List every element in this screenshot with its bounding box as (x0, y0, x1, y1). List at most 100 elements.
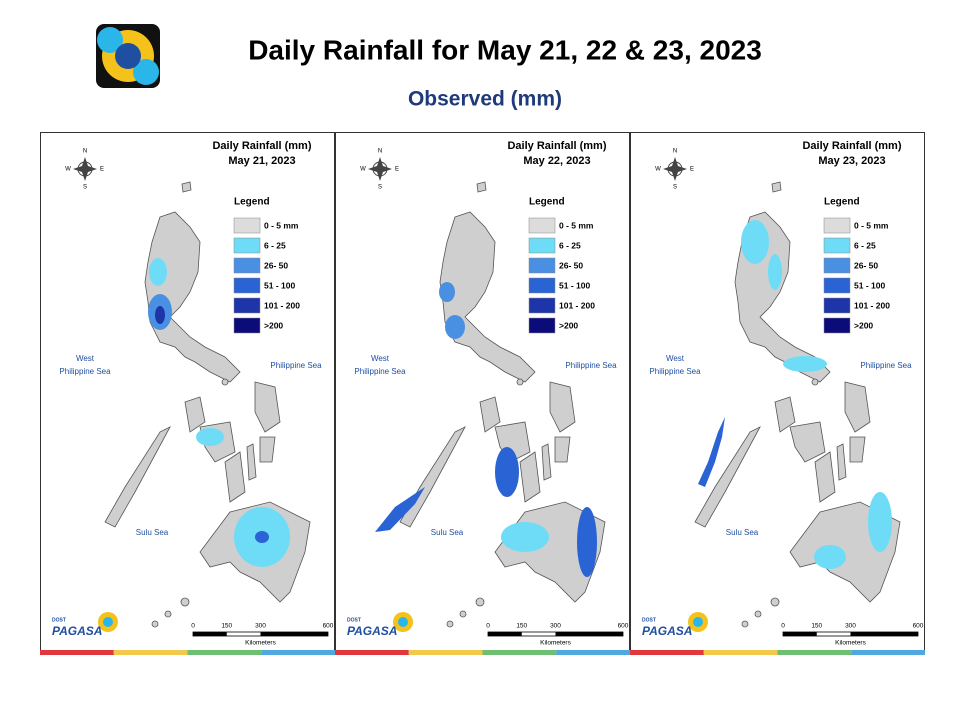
scale-bar-fill (555, 632, 623, 636)
scale-bar-fill (260, 632, 328, 636)
map-panel: Daily Rainfall (mm) May 23, 2023 N S E W Legen… (630, 132, 925, 655)
legend-swatch (528, 257, 556, 274)
scale-tick-label: 150 (221, 623, 232, 630)
scale-tick-label: 600 (913, 623, 924, 630)
color-strip (630, 650, 704, 655)
logo-name: PAGASA (642, 624, 692, 638)
compass-s: S (83, 185, 87, 191)
legend-swatch (528, 317, 556, 334)
scale-bar-fill (850, 632, 918, 636)
logo-umbrella (398, 617, 408, 627)
scale-bar-fill (193, 632, 227, 636)
compass-e: E (690, 167, 694, 173)
legend-swatch (823, 217, 851, 234)
scale-tick-label: 0 (191, 623, 195, 630)
slide-subtitle: Observed (mm) (408, 88, 562, 111)
legend-swatch (823, 317, 851, 334)
compass-w: W (360, 167, 366, 173)
agency-logo (96, 24, 160, 88)
legend-label: >200 (559, 320, 578, 330)
compass-e: E (100, 167, 104, 173)
legend-swatch (233, 217, 261, 234)
legend-swatch (233, 297, 261, 314)
color-strip (777, 650, 852, 655)
legend-label: 101 - 200 (264, 300, 300, 310)
compass-rose (73, 157, 97, 181)
sea-label: Philippine Sea (860, 361, 912, 370)
scale-tick-label: 0 (781, 623, 785, 630)
scale-tick-label: 300 (845, 623, 856, 630)
compass-w: W (655, 167, 661, 173)
logo-name: PAGASA (52, 624, 102, 638)
color-strip (851, 650, 925, 655)
legend-label: 101 - 200 (854, 300, 890, 310)
panel-title: Daily Rainfall (mm) (802, 140, 901, 152)
logo-agency: DOST (642, 617, 656, 623)
compass-n: N (83, 149, 87, 155)
scale-tick-label: 150 (516, 623, 527, 630)
compass-e: E (395, 167, 399, 173)
legend-label: 0 - 5 mm (559, 220, 594, 230)
legend-title: Legend (529, 197, 565, 208)
compass-n: N (673, 149, 677, 155)
legend-title: Legend (234, 197, 270, 208)
scale-tick-label: 600 (323, 623, 334, 630)
legend-swatch (528, 217, 556, 234)
sea-label: Sulu Sea (431, 528, 464, 537)
color-strip (335, 650, 409, 655)
color-strip (113, 650, 188, 655)
sea-label: Philippine Sea (354, 367, 406, 376)
legend-label: 6 - 25 (264, 240, 286, 250)
logo-agency: DOST (52, 617, 66, 623)
compass-n: N (378, 149, 382, 155)
sea-label: Philippine Sea (649, 367, 701, 376)
compass-rose (663, 157, 687, 181)
panel-title: Daily Rainfall (mm) (507, 140, 606, 152)
logo-agency: DOST (347, 617, 361, 623)
logo-umbrella (103, 617, 113, 627)
legend-label: 26- 50 (854, 260, 878, 270)
color-strip (556, 650, 630, 655)
legend-swatch (823, 297, 851, 314)
legend-swatch (233, 237, 261, 254)
color-strip (261, 650, 335, 655)
sea-label: West (371, 354, 390, 363)
legend-label: >200 (264, 320, 283, 330)
logo-name: PAGASA (347, 624, 397, 638)
legend-label: 101 - 200 (559, 300, 595, 310)
compass-ring (372, 161, 388, 177)
color-strip (408, 650, 483, 655)
legend-label: 26- 50 (264, 260, 288, 270)
scale-unit: Kilometers (835, 640, 866, 647)
compass-s: S (673, 185, 677, 191)
sea-label: Philippine Sea (270, 361, 322, 370)
legend-swatch (823, 237, 851, 254)
legend-swatch (528, 237, 556, 254)
legend-swatch (233, 317, 261, 334)
legend-swatch (823, 257, 851, 274)
sea-label: Philippine Sea (59, 367, 111, 376)
legend-label: 51 - 100 (559, 280, 590, 290)
sea-label: Sulu Sea (726, 528, 759, 537)
compass-ring (77, 161, 93, 177)
logo-umbrella (693, 617, 703, 627)
panel-date: May 23, 2023 (818, 155, 885, 167)
scale-tick-label: 300 (550, 623, 561, 630)
legend-swatch (528, 297, 556, 314)
compass-s: S (378, 185, 382, 191)
legend-title: Legend (824, 197, 860, 208)
sea-label: Sulu Sea (136, 528, 169, 537)
scale-bar-fill (783, 632, 817, 636)
sea-label: West (666, 354, 685, 363)
legend-swatch (233, 277, 261, 294)
color-strip (482, 650, 557, 655)
legend-swatch (528, 277, 556, 294)
legend-label: 0 - 5 mm (264, 220, 299, 230)
color-strip (40, 650, 114, 655)
scale-tick-label: 600 (618, 623, 629, 630)
scale-tick-label: 150 (811, 623, 822, 630)
legend-label: >200 (854, 320, 873, 330)
legend-label: 6 - 25 (854, 240, 876, 250)
